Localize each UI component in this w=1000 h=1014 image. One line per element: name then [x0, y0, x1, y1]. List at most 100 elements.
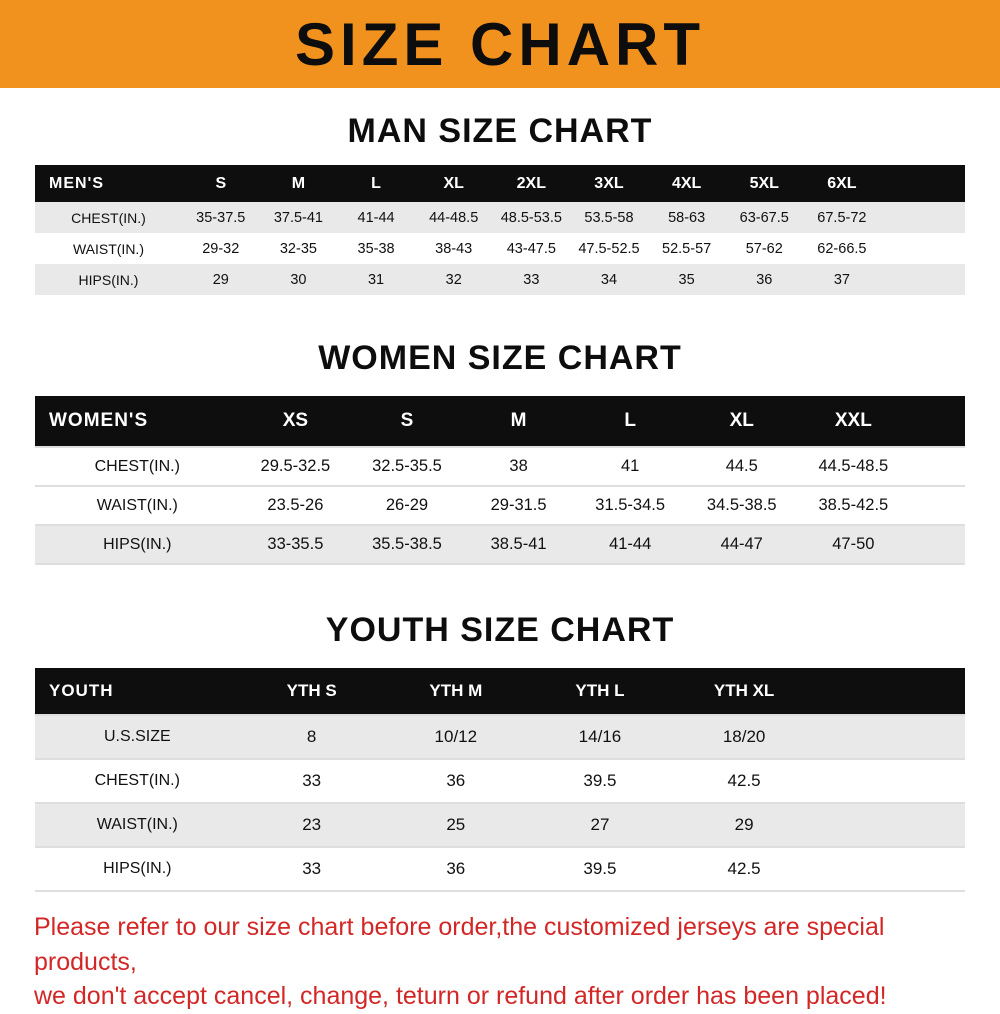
- youth-table-row: WAIST(IN.) 23 25 27 29: [35, 803, 965, 847]
- women-table-title: WOMEN'S: [35, 396, 240, 447]
- youth-row-label: WAIST(IN.): [96, 816, 178, 833]
- men-cell: 29: [212, 271, 229, 288]
- women-section-heading: WOMEN SIZE CHART: [318, 339, 682, 377]
- women-cell: 33-35.5: [267, 535, 324, 553]
- men-cell: 57-62: [745, 240, 783, 257]
- men-cell: 48.5-53.5: [500, 209, 562, 226]
- men-cell: 33: [523, 271, 540, 288]
- women-cell: 44-47: [720, 535, 763, 553]
- man-size-chart-section: MAN SIZE CHART MEN'S S M L XL 2XL 3XL 4XL 5XL 6XL…: [0, 112, 1000, 295]
- men-cell: 35: [678, 271, 695, 288]
- men-cell: 62-66.5: [817, 240, 867, 257]
- man-size-table-slot: MEN'S S M L XL 2XL 3XL 4XL 5XL 6XL CHEST(IN.) 35-37…: [0, 165, 1000, 295]
- men-cell: 67.5-72: [817, 209, 867, 226]
- men-column-header: L: [337, 165, 415, 202]
- youth-section-heading: YOUTH SIZE CHART: [325, 611, 675, 649]
- men-row-label: WAIST(IN.): [72, 240, 144, 257]
- men-size-table: MEN'S S M L XL 2XL 3XL 4XL 5XL 6XL CHEST(IN.) 35-37…: [35, 165, 965, 295]
- women-cell: 26-29: [385, 496, 429, 514]
- youth-row-label: U.S.SIZE: [103, 728, 171, 745]
- men-column-header: XL: [414, 165, 493, 202]
- men-column-header: 4XL: [647, 165, 726, 202]
- men-cell: 34: [600, 271, 618, 288]
- youth-cell: 14/16: [578, 727, 622, 746]
- youth-table-header-row: YOUTH YTH S YTH M YTH L YTH XL: [35, 668, 965, 715]
- disclaimer-note: Please refer to our size chart before or…: [0, 910, 1000, 1014]
- youth-cell: 23: [302, 815, 322, 834]
- men-column-header: 5XL: [725, 165, 804, 202]
- men-cell: 53.5-58: [584, 209, 634, 226]
- women-column-header: XXL: [797, 396, 910, 447]
- men-cell: 52.5-57: [662, 240, 712, 257]
- youth-cell: 36: [446, 859, 466, 878]
- women-cell: 23.5-26: [267, 496, 324, 514]
- man-section-heading: MAN SIZE CHART: [347, 112, 653, 150]
- women-header-spacer: [909, 396, 965, 447]
- youth-cell: 36: [446, 771, 466, 790]
- youth-row-spacer: [816, 715, 965, 759]
- women-table-row: WAIST(IN.) 23.5-26 26-29 29-31.5 31.5-34.5 34…: [35, 486, 965, 525]
- youth-cell: 18/20: [722, 727, 766, 746]
- youth-row-spacer: [816, 759, 965, 803]
- men-table-row: CHEST(IN.) 35-37.5 37.5-41 41-44 44-48.5 48.5…: [35, 202, 965, 233]
- youth-column-header: YTH M: [383, 668, 528, 715]
- women-row-spacer: [909, 486, 965, 525]
- men-cell: 58-63: [668, 209, 706, 226]
- men-cell: 37: [833, 271, 850, 288]
- women-row-label: CHEST(IN.): [94, 457, 180, 475]
- youth-cell: 10/12: [434, 727, 478, 746]
- women-cell: 44.5-48.5: [818, 457, 889, 475]
- men-table-title: MEN'S: [35, 165, 182, 202]
- women-cell: 47-50: [832, 535, 875, 553]
- youth-cell: 42.5: [727, 771, 761, 790]
- banner-title: SIZE CHART: [295, 10, 705, 78]
- disclaimer-line-1: Please refer to our size chart before or…: [34, 913, 885, 976]
- women-row-spacer: [909, 525, 965, 564]
- youth-row-label: HIPS(IN.): [103, 860, 172, 877]
- men-cell: 30: [290, 271, 307, 288]
- men-cell: 47.5-52.5: [578, 240, 640, 257]
- women-column-header: S: [351, 396, 463, 447]
- women-cell: 34.5-38.5: [706, 496, 777, 514]
- women-size-table: WOMEN'S XS S M L XL XXL CHEST(IN.) 29.5-32.5 32.5…: [35, 396, 965, 565]
- women-size-chart-section: WOMEN SIZE CHART WOMEN'S XS S M L XL XXL CHEST(…: [0, 339, 1000, 565]
- women-cell: 44.5: [725, 457, 758, 475]
- men-table-header-row: MEN'S S M L XL 2XL 3XL 4XL 5XL 6XL: [35, 165, 965, 202]
- men-cell: 43-47.5: [506, 240, 556, 257]
- women-cell: 32.5-35.5: [372, 457, 442, 475]
- youth-cell: 42.5: [727, 859, 761, 878]
- women-table-row: HIPS(IN.) 33-35.5 35.5-38.5 38.5-41 41-44 44-…: [35, 525, 965, 564]
- women-cell: 38.5-42.5: [818, 496, 889, 514]
- men-column-header: 6XL: [803, 165, 881, 202]
- women-column-header: M: [462, 396, 575, 447]
- youth-table-row: HIPS(IN.) 33 36 39.5 42.5: [35, 847, 965, 891]
- youth-cell: 39.5: [583, 859, 617, 878]
- men-cell: 35-38: [357, 240, 395, 257]
- men-cell: 44-48.5: [429, 209, 479, 226]
- men-cell: 63-67.5: [739, 209, 789, 226]
- men-column-header: 2XL: [492, 165, 571, 202]
- men-cell: 32-35: [279, 240, 317, 257]
- men-header-spacer: [880, 165, 965, 202]
- men-row-spacer: [881, 202, 965, 233]
- youth-size-table-slot: YOUTH YTH S YTH M YTH L YTH XL U.S.SIZE 8 10/12…: [0, 668, 1000, 892]
- women-cell: 38.5-41: [490, 535, 547, 553]
- women-table-row: CHEST(IN.) 29.5-32.5 32.5-35.5 38 41 44.5 44.5…: [35, 447, 965, 486]
- youth-cell: 29: [734, 815, 754, 834]
- men-table-row: WAIST(IN.) 29-32 32-35 35-38 38-43 43-47.5 47.…: [35, 233, 965, 264]
- women-cell: 41: [620, 457, 640, 475]
- women-cell: 31.5-34.5: [595, 496, 666, 514]
- women-table-header-row: WOMEN'S XS S M L XL XXL: [35, 396, 965, 447]
- size-chart-banner: SIZE CHART: [0, 0, 1000, 88]
- men-table-row: HIPS(IN.) 29 30 31 32 33 34 35 36 37: [35, 264, 965, 295]
- youth-table-row: U.S.SIZE 8 10/12 14/16 18/20: [35, 715, 965, 759]
- youth-table-row: CHEST(IN.) 33 36 39.5 42.5: [35, 759, 965, 803]
- men-cell: 29-32: [202, 240, 240, 257]
- women-column-header: XL: [685, 396, 798, 447]
- men-cell: 35-37.5: [196, 209, 246, 226]
- youth-table-title: YOUTH: [35, 668, 240, 715]
- men-column-header: M: [259, 165, 338, 202]
- youth-cell: 27: [590, 815, 610, 834]
- youth-cell: 33: [302, 859, 322, 878]
- youth-cell: 33: [302, 771, 322, 790]
